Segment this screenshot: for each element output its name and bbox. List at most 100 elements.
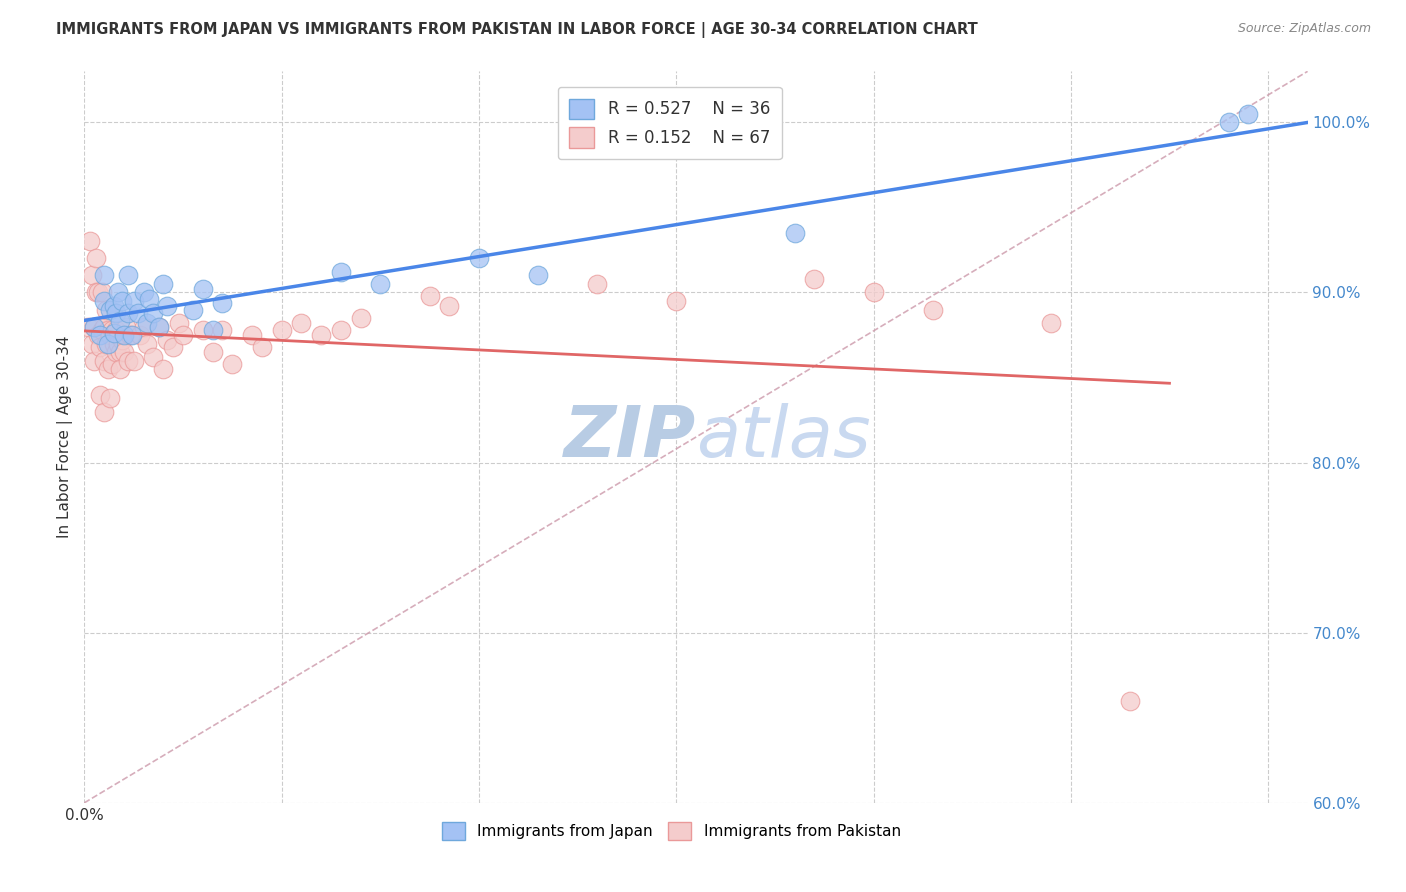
Point [240,328,263,343]
Point [132,285,155,300]
Point [921,302,943,317]
Point [101,357,124,371]
Point [309,328,332,343]
Point [122,353,145,368]
Point [211,323,233,337]
Point [1218,115,1240,129]
Point [121,328,143,343]
Point [191,323,214,337]
Point [83,353,105,368]
Point [118,328,141,343]
Point [117,268,139,283]
Point [172,328,194,343]
Point [93,319,115,334]
Point [104,306,127,320]
Point [111,333,134,347]
Point [439,299,461,313]
Point [862,285,884,300]
Point [82,268,104,283]
Point [112,345,135,359]
Point [136,336,159,351]
Point [419,289,441,303]
Point [103,326,125,341]
Point [84,285,107,300]
Point [783,226,806,240]
Point [97,336,120,351]
Point [128,328,150,343]
Point [221,357,243,371]
Point [117,353,139,368]
Point [191,282,214,296]
Point [93,404,115,418]
Point [82,336,104,351]
Point [111,293,134,308]
Point [104,345,127,359]
Point [107,285,129,300]
Point [211,295,233,310]
Point [98,328,121,343]
Point [112,328,135,343]
Point [89,340,111,354]
Point [117,306,139,320]
Point [270,323,292,337]
Point [162,340,184,354]
Point [138,293,160,307]
Point [156,333,179,347]
Point [103,299,125,313]
Point [152,362,174,376]
Point [127,306,149,320]
Point [77,319,100,334]
Point [349,311,371,326]
Point [84,252,107,266]
Point [93,353,115,368]
Point [1040,316,1063,330]
Point [114,319,136,334]
Y-axis label: In Labor Force | Age 30-34: In Labor Force | Age 30-34 [58,335,73,539]
Point [108,314,131,328]
Point [87,285,110,300]
Point [97,362,120,376]
Point [101,323,124,337]
Point [108,362,131,376]
Point [148,319,170,334]
Point [156,299,179,313]
Text: atlas: atlas [696,402,870,472]
Point [87,328,110,343]
Point [83,319,105,334]
Point [803,272,825,286]
Point [108,345,131,359]
Point [1237,107,1260,121]
Point [89,328,111,343]
Point [142,306,165,320]
Point [83,319,105,334]
Point [201,345,224,359]
Point [586,277,609,291]
Point [89,387,111,401]
Point [94,336,117,351]
Point [136,316,159,330]
Point [290,316,312,330]
Point [91,323,114,337]
Point [201,323,224,337]
Point [97,323,120,337]
Point [98,302,121,317]
Point [132,319,155,334]
Point [181,302,204,317]
Point [368,277,391,291]
Point [93,268,115,283]
Text: Source: ZipAtlas.com: Source: ZipAtlas.com [1237,22,1371,36]
Point [104,323,127,337]
Point [91,285,114,300]
Point [1119,694,1142,708]
Point [93,293,115,308]
Point [250,340,273,354]
Point [665,293,688,308]
Point [468,252,491,266]
Point [167,316,190,330]
Point [148,319,170,334]
Point [107,336,129,351]
Point [103,336,125,351]
Point [527,268,550,283]
Point [329,265,352,279]
Point [329,323,352,337]
